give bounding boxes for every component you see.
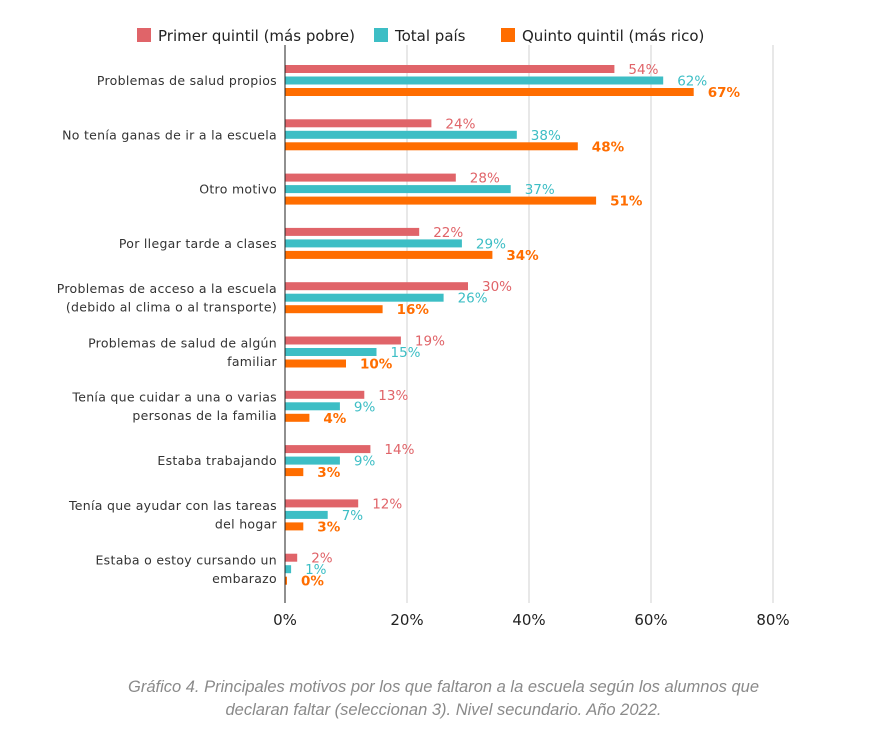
caption-line-1: Gráfico 4. Principales motivos por los q… [127, 678, 759, 696]
x-tick-label: 60% [634, 611, 667, 629]
data-label: 14% [384, 442, 414, 458]
category-label: Estaba trabajando [157, 453, 277, 468]
category-label: embarazo [212, 571, 277, 586]
category-label: Tenía que ayudar con las tareas [68, 498, 277, 513]
data-label: 4% [323, 411, 346, 427]
bar [285, 468, 304, 477]
bar [285, 402, 340, 411]
bar [285, 173, 456, 182]
bar [285, 336, 401, 345]
data-label: 19% [415, 334, 445, 350]
category-label: Problemas de acceso a la escuela [57, 281, 277, 296]
bar [285, 553, 298, 562]
category-label: No tenía ganas de ir a la escuela [62, 127, 277, 142]
data-label: 29% [476, 236, 506, 252]
data-label: 48% [592, 139, 625, 155]
data-label: 9% [354, 399, 376, 415]
x-tick-label: 0% [273, 611, 297, 629]
bar [285, 390, 365, 399]
chart-caption: Gráfico 4. Principales motivos por los q… [40, 676, 847, 722]
category-label: del hogar [215, 517, 278, 532]
legend: Primer quintil (más pobre) Total país Quin… [137, 27, 704, 45]
legend-label: Total país [394, 27, 466, 45]
data-label: 0% [301, 574, 324, 590]
data-label: 13% [378, 388, 408, 404]
bar [285, 499, 359, 508]
category-label: Tenía que cuidar a una o varias [71, 390, 277, 405]
data-label: 54% [628, 62, 658, 78]
data-label: 24% [445, 116, 475, 132]
bars: 54%62%67%24%38%48%28%37%51%22%29%34%30%2… [285, 62, 740, 590]
legend-label: Primer quintil (más pobre) [158, 27, 355, 45]
data-label: 51% [610, 194, 643, 210]
data-label: 7% [342, 508, 364, 524]
bar [285, 522, 304, 531]
legend-label: Quinto quintil (más rico) [522, 27, 704, 45]
bar [285, 88, 694, 96]
bar [285, 348, 377, 356]
gridlines [406, 45, 774, 603]
data-label: 62% [677, 74, 707, 90]
bar [285, 227, 420, 236]
data-label: 30% [482, 279, 512, 295]
legend-swatch [137, 28, 151, 42]
bar [285, 413, 310, 422]
category-label: Problemas de salud propios [97, 73, 277, 88]
data-label: 28% [470, 171, 500, 187]
data-label: 3% [317, 465, 340, 481]
bar [285, 239, 462, 248]
data-label: 15% [391, 345, 421, 361]
bar [285, 456, 340, 465]
data-label: 3% [317, 519, 340, 535]
bar [285, 76, 664, 85]
bar [285, 293, 444, 302]
data-label: 22% [433, 225, 463, 241]
bar [285, 185, 511, 194]
category-label: personas de la familia [132, 408, 277, 423]
x-tick-label: 80% [756, 611, 789, 629]
bar [285, 142, 578, 151]
category-label: (debido al clima o al transporte) [66, 299, 277, 314]
data-label: 26% [458, 291, 488, 307]
data-label: 38% [531, 128, 561, 144]
legend-swatch [501, 28, 515, 42]
data-label: 2% [311, 551, 333, 567]
category-label: Estaba o estoy cursando un [95, 552, 277, 567]
data-label: 12% [372, 496, 402, 512]
data-label: 34% [506, 248, 539, 264]
category-label: Otro motivo [199, 182, 277, 197]
x-tick-label: 20% [390, 611, 423, 629]
bar [285, 282, 468, 291]
data-label: 9% [354, 454, 376, 470]
data-label: 16% [397, 302, 430, 318]
bar [285, 196, 597, 205]
bar [285, 510, 328, 519]
bar [285, 359, 346, 368]
x-tick-label: 40% [512, 611, 545, 629]
bar [285, 65, 615, 73]
data-label: 1% [305, 562, 327, 578]
data-label: 10% [360, 357, 393, 373]
data-label: 67% [708, 85, 741, 101]
category-label: Problemas de salud de algún [88, 335, 277, 350]
bar [285, 119, 432, 128]
data-label: 37% [525, 182, 555, 198]
bar [285, 445, 371, 454]
legend-swatch [374, 28, 388, 42]
category-label: familiar [227, 354, 277, 369]
axes: 0% 20% 40% 60% 80% Problemas de salud propios… [57, 45, 790, 629]
bar [285, 305, 383, 314]
bar [285, 130, 517, 139]
bar [285, 565, 292, 574]
caption-line-2: declaran faltar (seleccionan 3). Nivel s… [225, 701, 662, 719]
bar [285, 250, 493, 259]
bar [285, 576, 287, 585]
category-label: Por llegar tarde a clases [119, 236, 277, 251]
